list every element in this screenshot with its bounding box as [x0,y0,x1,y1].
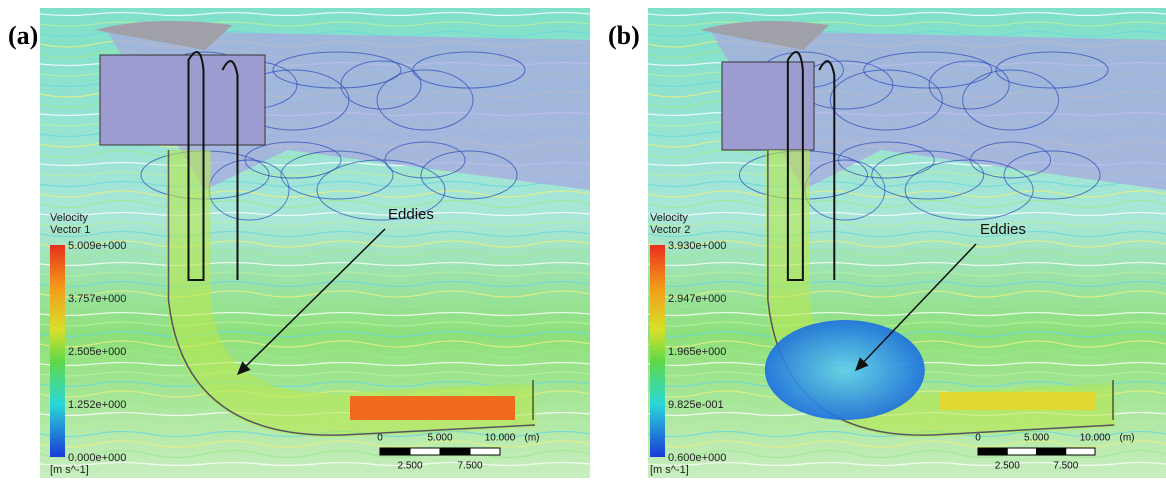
color-bar-label: 1.965e+000 [668,346,726,358]
scale-bar-segment [1066,448,1095,455]
legend-unit: [m s^-1] [50,464,89,476]
scale-bar-segment [470,448,500,455]
color-bar [50,245,65,457]
legend-subtitle: Vector 2 [650,224,690,236]
panel: VelocityVector 2 3.930e+000 2.947e+000 1.96… [648,8,1166,478]
legend-unit: [m s^-1] [650,464,689,476]
scale-bar-segment [1007,448,1036,455]
scale-label: 5.000 [427,433,452,444]
color-bar-label: 0.000e+000 [68,452,126,464]
scale-label: (m) [1120,433,1135,444]
color-bar-label: 0.600e+000 [668,452,726,464]
scale-label: 10.000 [1080,433,1111,444]
legend-title: Velocity [50,212,88,224]
scale-bar-segment [440,448,470,455]
color-bar-label: 3.757e+000 [68,293,126,305]
scale-label: 2.500 [995,461,1020,472]
scale-label: 5.000 [1024,433,1049,444]
scale-bar-segment [410,448,440,455]
scale-label: 7.500 [1053,461,1078,472]
intake-block [722,62,814,150]
panel-label: (b) [608,21,640,50]
legend-title: Velocity [650,212,688,224]
scale-bar-segment [1037,448,1066,455]
jet [350,396,515,420]
figure: VelocityVector 15.009e+0003.757e+0002.50… [0,0,1166,482]
annotation: Eddies [980,221,1026,238]
scale-label: (m) [525,433,540,444]
scale-label: 10.000 [485,433,516,444]
panel-label: (a) [8,21,38,50]
annotation: Eddies [388,206,434,223]
scale-bar-segment [380,448,410,455]
scale-label: 0 [377,433,383,444]
intake-block [100,55,265,145]
scale-label: 0 [975,433,981,444]
color-bar-label: 2.505e+000 [68,346,126,358]
scale-bar-segment [978,448,1007,455]
color-bar-label: 9.825e-001 [668,399,724,411]
color-bar-label: 3.930e+000 [668,240,726,252]
low-velocity-zone [765,320,925,420]
color-bar-label: 5.009e+000 [68,240,126,252]
color-bar-label: 1.252e+000 [68,399,126,411]
color-bar-label: 2.947e+000 [668,293,726,305]
legend-subtitle: Vector 1 [50,224,90,236]
scale-label: 2.500 [397,461,422,472]
color-bar [650,245,665,457]
scale-label: 7.500 [457,461,482,472]
jet [940,392,1095,410]
